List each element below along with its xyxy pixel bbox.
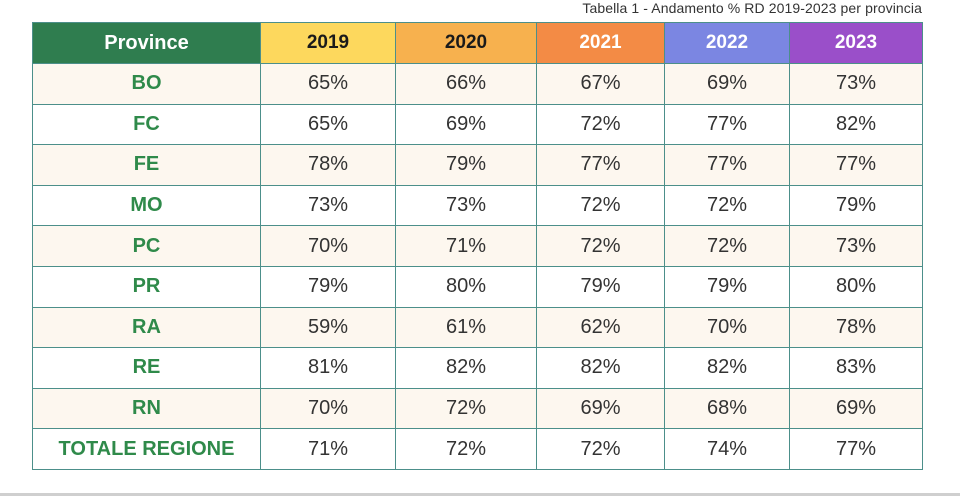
value-cell: 70% [260,387,396,430]
province-cell: MO [32,184,261,227]
value-cell: 62% [536,306,665,349]
value-cell: 70% [664,306,790,349]
table-row: BO 65% 66% 67% 69% 73% [32,63,923,105]
value-cell: 71% [260,428,396,470]
value-cell: 73% [789,225,923,267]
value-cell: 77% [536,144,665,186]
value-cell: 67% [536,63,665,105]
value-cell: 72% [664,184,790,227]
value-cell: 65% [260,63,396,105]
table-row: FE 78% 79% 77% 77% 77% [32,144,923,186]
header-province: Province [32,22,261,64]
value-cell: 79% [260,265,396,308]
value-cell: 70% [260,225,396,267]
header-year-2021: 2021 [536,22,665,64]
header-year-2020: 2020 [395,22,537,64]
value-cell: 77% [664,144,790,186]
value-cell: 73% [260,184,396,227]
value-cell: 78% [260,144,396,186]
value-cell: 72% [536,103,665,146]
value-cell: 72% [536,225,665,267]
table-row: RN 70% 72% 69% 68% 69% [32,387,923,430]
value-cell: 72% [395,387,537,430]
table-row-total: TOTALE REGIONE 71% 72% 72% 74% 77% [32,428,923,470]
value-cell: 77% [789,144,923,186]
page-bottom-divider [0,493,960,496]
value-cell: 61% [395,306,537,349]
value-cell: 69% [789,387,923,430]
value-cell: 72% [536,428,665,470]
province-cell: FC [32,103,261,146]
value-cell: 79% [536,265,665,308]
value-cell: 79% [664,265,790,308]
table-row: RE 81% 82% 82% 82% 83% [32,347,923,389]
value-cell: 77% [664,103,790,146]
value-cell: 59% [260,306,396,349]
table-container: Province 2019 2020 2021 2022 2023 BO 65%… [32,22,923,470]
value-cell: 79% [395,144,537,186]
province-cell: BO [32,63,261,105]
value-cell: 73% [395,184,537,227]
value-cell: 78% [789,306,923,349]
province-cell: RE [32,347,261,389]
value-cell: 68% [664,387,790,430]
province-cell: RA [32,306,261,349]
value-cell: 72% [664,225,790,267]
rd-percentage-table: Province 2019 2020 2021 2022 2023 BO 65%… [32,22,923,470]
value-cell: 82% [664,347,790,389]
table-row: PR 79% 80% 79% 79% 80% [32,265,923,308]
value-cell: 69% [395,103,537,146]
value-cell: 73% [789,63,923,105]
value-cell: 71% [395,225,537,267]
value-cell: 80% [395,265,537,308]
table-header-row: Province 2019 2020 2021 2022 2023 [32,22,923,64]
table-row: PC 70% 71% 72% 72% 73% [32,225,923,267]
value-cell: 82% [395,347,537,389]
table-caption: Tabella 1 - Andamento % RD 2019-2023 per… [582,0,922,16]
value-cell: 72% [395,428,537,470]
value-cell: 82% [536,347,665,389]
province-cell: PR [32,265,261,308]
header-year-2023: 2023 [789,22,923,64]
value-cell: 65% [260,103,396,146]
province-cell: RN [32,387,261,430]
value-cell: 79% [789,184,923,227]
value-cell: 81% [260,347,396,389]
value-cell: 74% [664,428,790,470]
value-cell: 72% [536,184,665,227]
header-year-2022: 2022 [664,22,790,64]
value-cell: 69% [536,387,665,430]
value-cell: 66% [395,63,537,105]
province-cell-total: TOTALE REGIONE [32,428,261,470]
province-cell: PC [32,225,261,267]
table-row: FC 65% 69% 72% 77% 82% [32,103,923,146]
table-row: MO 73% 73% 72% 72% 79% [32,184,923,227]
table-row: RA 59% 61% 62% 70% 78% [32,306,923,349]
value-cell: 82% [789,103,923,146]
value-cell: 77% [789,428,923,470]
header-year-2019: 2019 [260,22,396,64]
value-cell: 69% [664,63,790,105]
value-cell: 80% [789,265,923,308]
province-cell: FE [32,144,261,186]
value-cell: 83% [789,347,923,389]
